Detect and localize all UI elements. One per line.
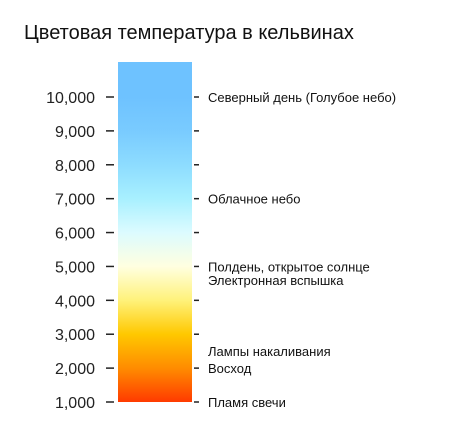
tick-label: 7,000: [55, 192, 95, 209]
annotation-label: Пламя свечи: [208, 395, 286, 410]
tick-label: 8,000: [55, 158, 95, 175]
annotation-label: Электронная вспышка: [208, 273, 344, 288]
annotation-label: Восход: [208, 361, 252, 376]
annotations: Северный день (Голубое небо) Облачное неб…: [208, 90, 396, 410]
tick-label: 9,000: [55, 124, 95, 141]
annotation-label: Облачное небо: [208, 192, 300, 207]
tick-label: 1,000: [55, 395, 95, 412]
annotation-label: Лампы накаливания: [208, 344, 331, 359]
tick-label: 10,000: [46, 90, 95, 107]
tick-label: 5,000: [55, 259, 95, 276]
temperature-bar: [118, 62, 192, 402]
annotation-label: Полдень, открытое солнце: [208, 259, 370, 274]
annotation-label: Северный день (Голубое небо): [208, 90, 396, 105]
tick-label: 6,000: [55, 226, 95, 243]
left-axis: 1,000 2,000 3,000 4,000 5,000 6,000 7,000 8,000…: [46, 90, 114, 412]
tick-label: 2,000: [55, 361, 95, 378]
tick-label: 4,000: [55, 293, 95, 310]
right-axis: [194, 96, 199, 403]
chart-title: Цветовая температура в кельвинах: [24, 22, 354, 44]
tick-label: 3,000: [55, 327, 95, 344]
